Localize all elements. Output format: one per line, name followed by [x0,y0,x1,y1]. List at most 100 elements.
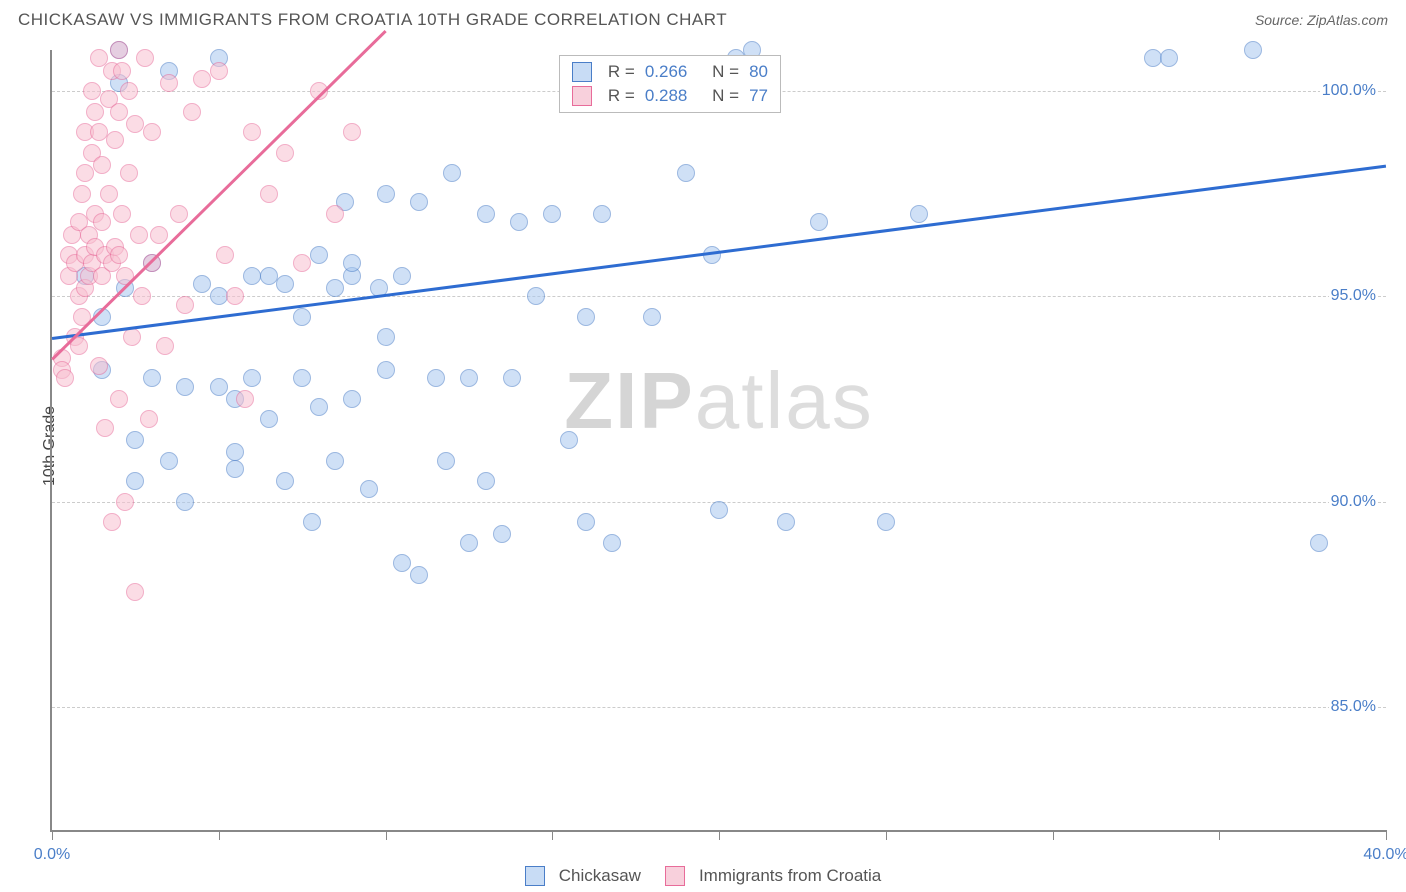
scatter-marker [120,82,138,100]
scatter-marker [110,103,128,121]
y-tick-label: 85.0% [1329,698,1378,716]
scatter-marker [150,226,168,244]
scatter-marker [126,583,144,601]
scatter-marker [260,185,278,203]
scatter-marker [110,390,128,408]
scatter-marker [326,452,344,470]
source-label: Source: ZipAtlas.com [1255,12,1388,28]
scatter-marker [130,226,148,244]
stats-box: R = 0.266 N = 80 R = 0.288 N = 77 [559,55,781,113]
scatter-marker [377,185,395,203]
scatter-marker [133,287,151,305]
n-value: 80 [749,62,768,82]
scatter-marker [96,419,114,437]
y-tick-label: 90.0% [1329,493,1378,511]
scatter-marker [393,267,411,285]
scatter-marker [120,164,138,182]
x-tick [1219,830,1220,840]
legend-item: Chickasaw [525,866,641,886]
scatter-marker [140,410,158,428]
scatter-marker [527,287,545,305]
legend-label: Immigrants from Croatia [699,866,881,886]
swatch-blue-icon [525,866,545,886]
stats-row: R = 0.288 N = 77 [572,84,768,108]
scatter-marker [810,213,828,231]
scatter-marker [293,254,311,272]
scatter-marker [293,369,311,387]
x-tick [219,830,220,840]
scatter-marker [343,254,361,272]
scatter-marker [377,361,395,379]
scatter-marker [326,205,344,223]
scatter-marker [226,460,244,478]
scatter-marker [310,398,328,416]
scatter-marker [377,328,395,346]
scatter-marker [677,164,695,182]
scatter-marker [477,472,495,490]
scatter-marker [410,193,428,211]
scatter-marker [493,525,511,543]
scatter-marker [1310,534,1328,552]
scatter-marker [83,82,101,100]
scatter-marker [143,369,161,387]
x-tick-label: 0.0% [34,846,70,864]
r-value: 0.288 [645,86,688,106]
scatter-marker [1160,49,1178,67]
scatter-marker [113,205,131,223]
scatter-marker [393,554,411,572]
watermark-atlas: atlas [695,356,874,445]
scatter-marker [176,493,194,511]
scatter-marker [193,275,211,293]
scatter-marker [236,390,254,408]
scatter-marker [503,369,521,387]
scatter-marker [113,62,131,80]
header: CHICKASAW VS IMMIGRANTS FROM CROATIA 10T… [0,0,1406,40]
scatter-marker [293,308,311,326]
x-tick [52,830,53,840]
scatter-marker [126,115,144,133]
scatter-marker [910,205,928,223]
scatter-marker [243,267,261,285]
n-label: N = [712,62,739,82]
scatter-marker [216,246,234,264]
swatch-pink-icon [665,866,685,886]
scatter-marker [877,513,895,531]
scatter-marker [276,472,294,490]
scatter-marker [210,378,228,396]
x-tick [386,830,387,840]
scatter-marker [460,369,478,387]
r-label: R = [608,62,635,82]
scatter-marker [603,534,621,552]
y-tick-label: 95.0% [1329,287,1378,305]
scatter-marker [310,246,328,264]
x-tick [719,830,720,840]
scatter-marker [226,443,244,461]
trend-line [52,165,1386,340]
scatter-marker [510,213,528,231]
scatter-marker [103,513,121,531]
scatter-marker [460,534,478,552]
legend-label: Chickasaw [559,866,641,886]
stats-row: R = 0.266 N = 80 [572,60,768,84]
scatter-marker [156,337,174,355]
scatter-marker [210,287,228,305]
scatter-marker [437,452,455,470]
x-tick [886,830,887,840]
scatter-marker [260,410,278,428]
bottom-legend: Chickasaw Immigrants from Croatia [0,866,1406,886]
gridline [52,296,1386,297]
scatter-marker [160,74,178,92]
watermark: ZIPatlas [564,355,873,447]
scatter-marker [276,144,294,162]
scatter-marker [703,246,721,264]
x-tick [1053,830,1054,840]
scatter-marker [1144,49,1162,67]
scatter-marker [110,41,128,59]
scatter-marker [243,369,261,387]
swatch-blue-icon [572,62,592,82]
scatter-marker [593,205,611,223]
scatter-marker [100,185,118,203]
scatter-marker [176,296,194,314]
scatter-marker [243,123,261,141]
legend-item: Immigrants from Croatia [665,866,881,886]
